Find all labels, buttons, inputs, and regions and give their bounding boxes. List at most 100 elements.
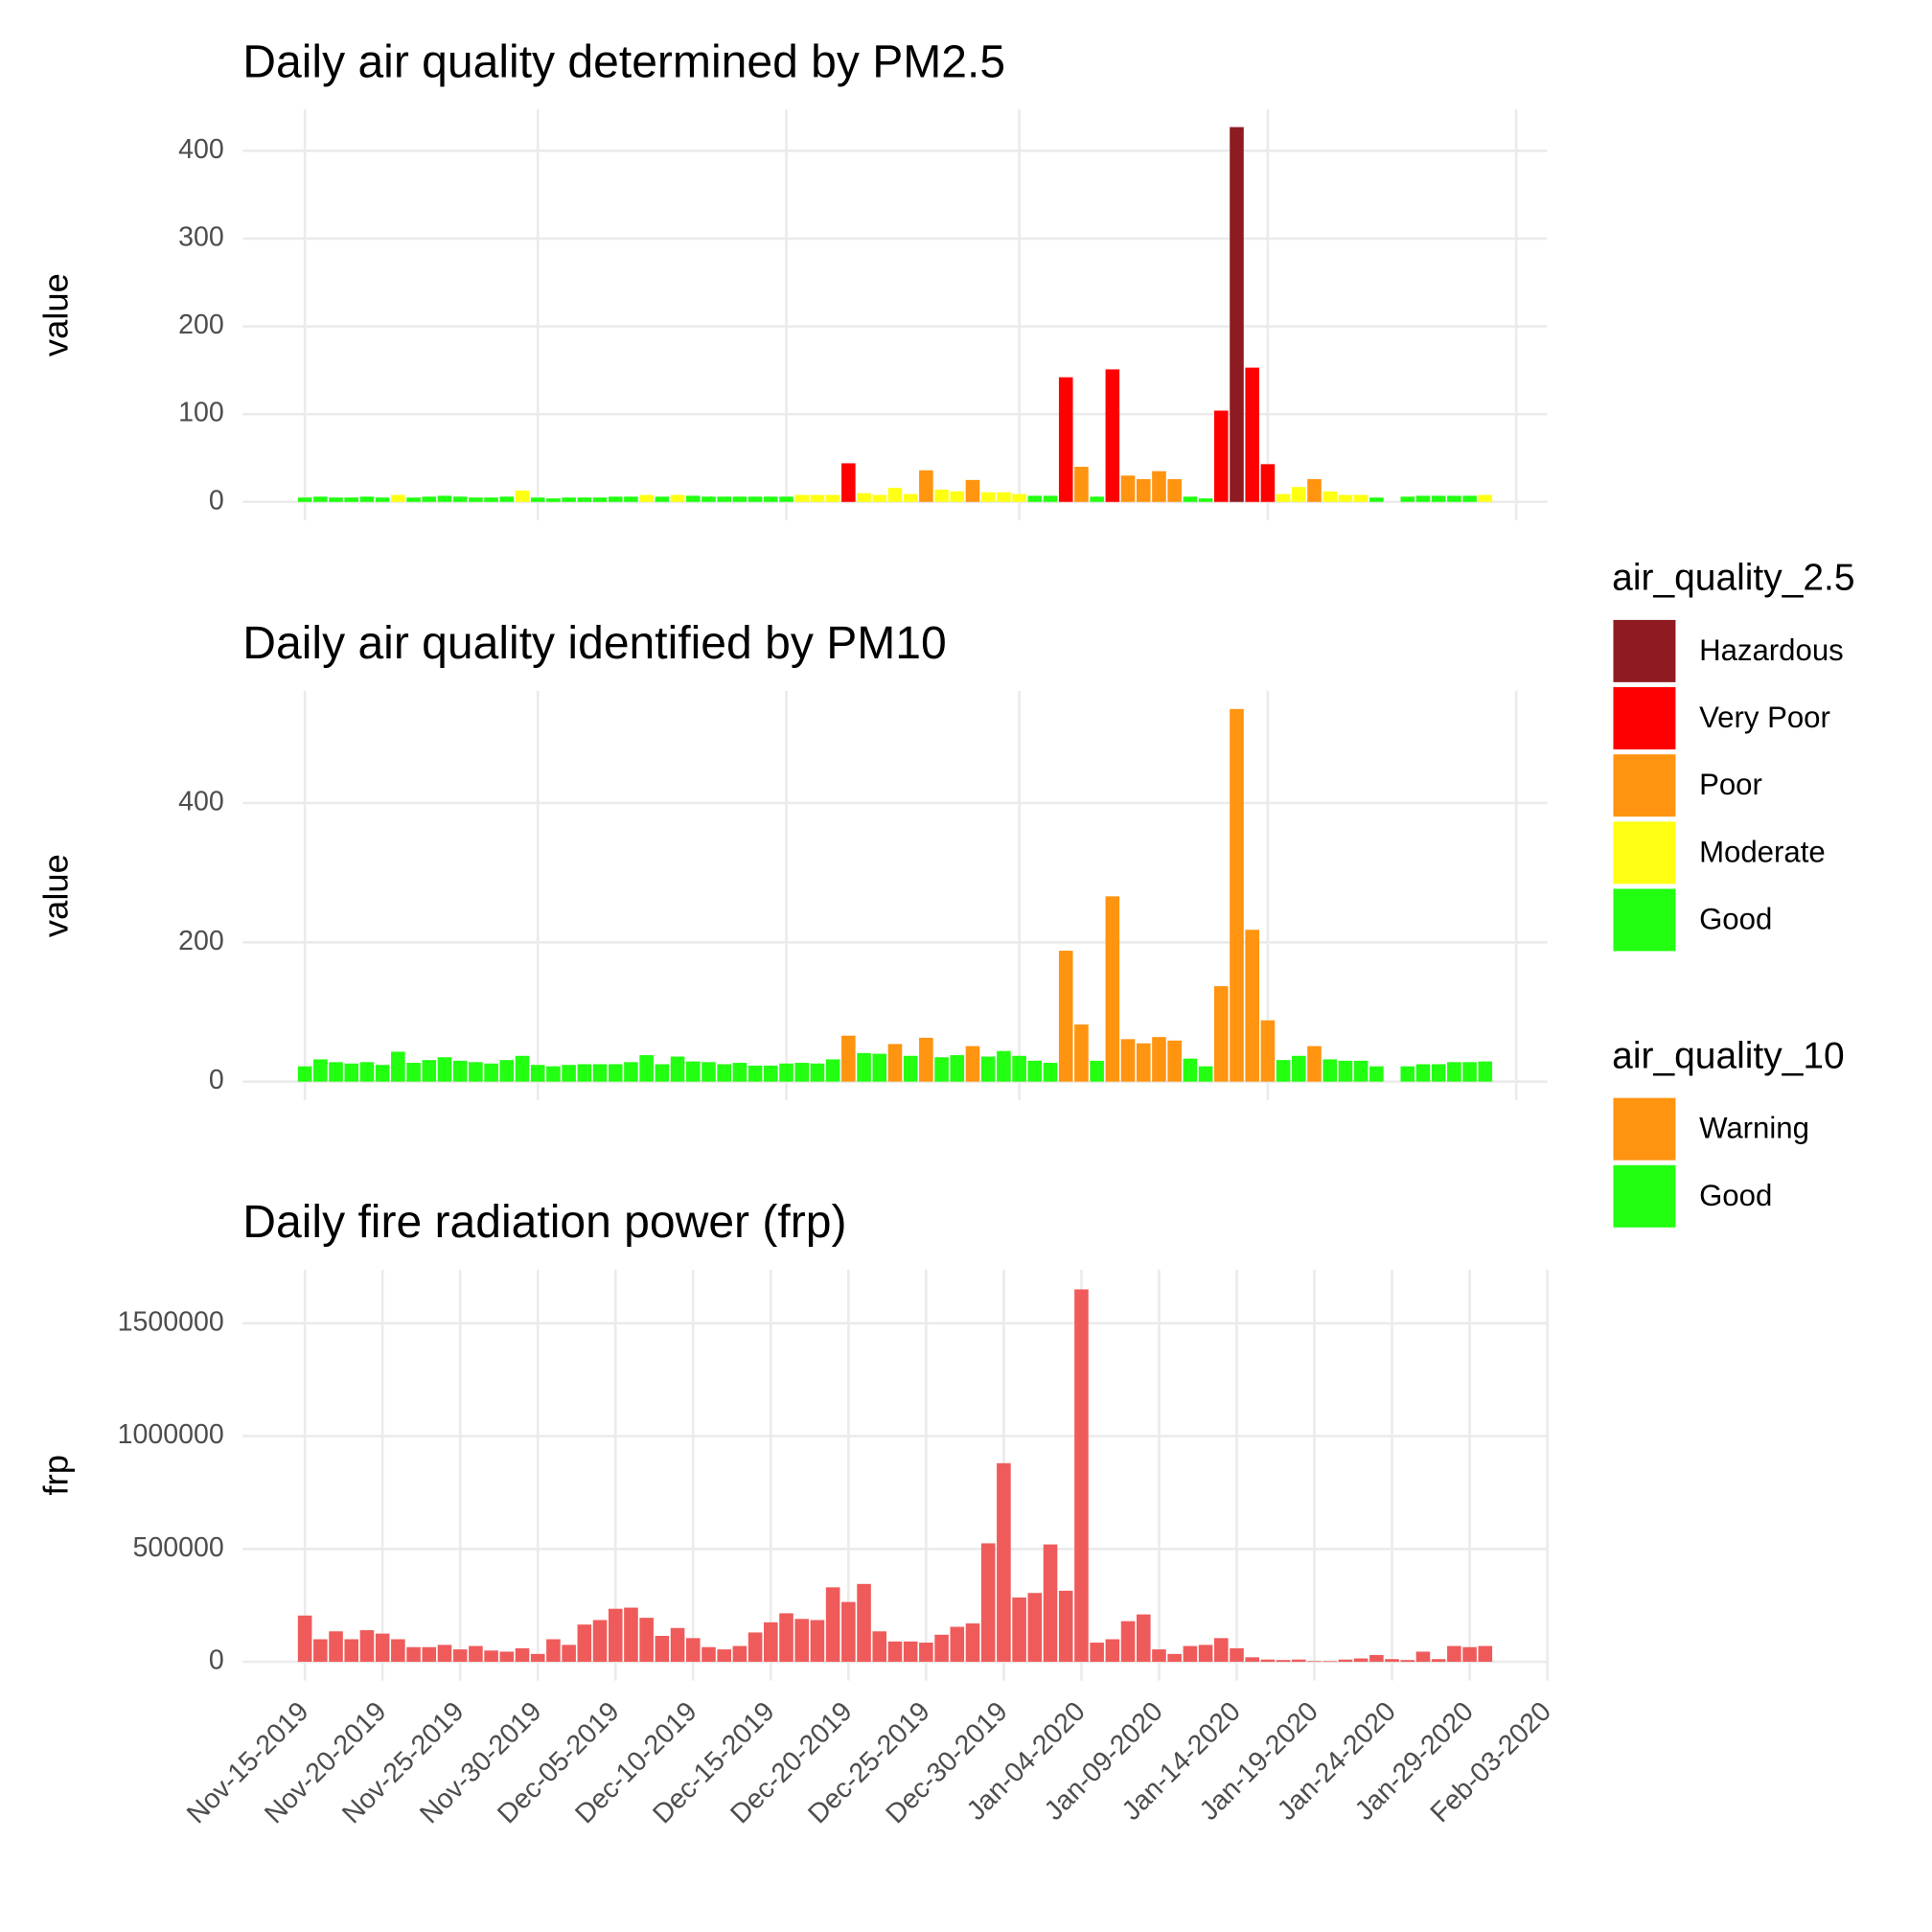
bar — [1198, 1066, 1213, 1082]
bar — [794, 494, 810, 502]
bar — [1260, 464, 1276, 502]
bar — [1074, 1024, 1089, 1082]
bar — [872, 1053, 887, 1082]
legend-key — [1613, 619, 1676, 682]
y-tick-label: 200 — [178, 310, 224, 340]
bar — [655, 1064, 670, 1082]
y-axis-label: frp — [36, 1455, 76, 1495]
bar — [484, 497, 498, 502]
bar — [1431, 495, 1446, 502]
bar — [1415, 1064, 1431, 1082]
bar — [702, 1062, 716, 1082]
bar — [1213, 986, 1229, 1082]
bar — [1198, 498, 1213, 502]
bar — [872, 494, 887, 502]
bar — [1462, 495, 1477, 502]
bar — [1245, 1657, 1259, 1663]
bar — [779, 496, 794, 502]
bar — [1307, 1661, 1322, 1663]
bar — [965, 1623, 980, 1663]
legend-label: Very Poor — [1699, 701, 1830, 734]
legend-title: air_quality_10 — [1612, 1035, 1845, 1076]
bar — [1058, 377, 1073, 502]
bar — [546, 498, 561, 502]
bar — [1074, 1289, 1089, 1663]
bar — [748, 1065, 763, 1082]
bar — [1431, 1659, 1446, 1663]
bar — [639, 1618, 654, 1663]
bar — [1307, 478, 1322, 502]
legend-label: Warning — [1699, 1112, 1809, 1145]
bar — [592, 497, 608, 502]
bar — [732, 1645, 748, 1663]
legend-title: air_quality_2.5 — [1612, 558, 1854, 599]
legend-label: Moderate — [1699, 835, 1826, 868]
y-tick-label: 500000 — [133, 1532, 224, 1563]
bar — [1230, 1647, 1244, 1663]
legend-key — [1613, 687, 1676, 749]
bar — [841, 463, 856, 502]
bar — [1447, 495, 1461, 502]
bar — [1058, 951, 1073, 1082]
bar — [297, 497, 312, 502]
bar — [1090, 1060, 1104, 1082]
bar — [329, 1062, 343, 1082]
bar — [980, 492, 996, 502]
bar — [562, 497, 576, 502]
bar — [1027, 1060, 1043, 1082]
bar — [1183, 496, 1198, 502]
bar — [452, 1060, 468, 1082]
bar — [764, 1065, 778, 1082]
bar — [1090, 496, 1104, 502]
bar — [1105, 896, 1120, 1082]
bar — [1167, 478, 1182, 502]
bar — [437, 495, 452, 502]
bar — [1292, 1659, 1306, 1663]
bar — [1120, 1621, 1136, 1663]
y-tick-label: 400 — [178, 134, 224, 165]
bar — [887, 488, 903, 502]
bar — [1152, 1037, 1166, 1082]
bar — [1043, 495, 1058, 502]
bar — [359, 1062, 375, 1082]
bar — [655, 1635, 670, 1663]
bar — [903, 494, 918, 502]
bar — [1183, 1058, 1198, 1082]
bar — [592, 1620, 608, 1663]
bar — [1260, 1659, 1276, 1663]
legend-key — [1613, 888, 1676, 952]
bar — [391, 494, 405, 502]
bar — [1322, 1661, 1338, 1663]
bar — [329, 1631, 343, 1663]
bar — [313, 1059, 328, 1082]
bar — [1400, 1660, 1415, 1663]
bar — [685, 1061, 701, 1082]
bar — [422, 496, 437, 502]
bar — [624, 496, 638, 502]
bar — [375, 1633, 390, 1663]
bar — [562, 1644, 576, 1663]
bar — [313, 496, 328, 502]
bar — [903, 1055, 918, 1082]
bar — [841, 1601, 856, 1663]
y-axis-label: value — [36, 854, 76, 937]
bar — [764, 1622, 778, 1663]
bar — [1447, 1062, 1461, 1082]
bar — [702, 1646, 716, 1663]
bar — [1012, 1055, 1026, 1082]
bar — [1260, 1020, 1276, 1082]
bar — [1292, 1055, 1306, 1082]
bar — [685, 495, 701, 502]
bar — [934, 489, 949, 502]
bar — [1353, 1658, 1368, 1663]
legend-key — [1613, 821, 1676, 885]
bar — [825, 1059, 840, 1082]
bar — [359, 1630, 375, 1663]
bar — [857, 493, 871, 502]
y-tick-label: 400 — [178, 786, 224, 816]
bar — [530, 1653, 545, 1663]
bar — [1447, 1645, 1461, 1663]
bar — [624, 1062, 638, 1082]
bar — [670, 1627, 685, 1663]
